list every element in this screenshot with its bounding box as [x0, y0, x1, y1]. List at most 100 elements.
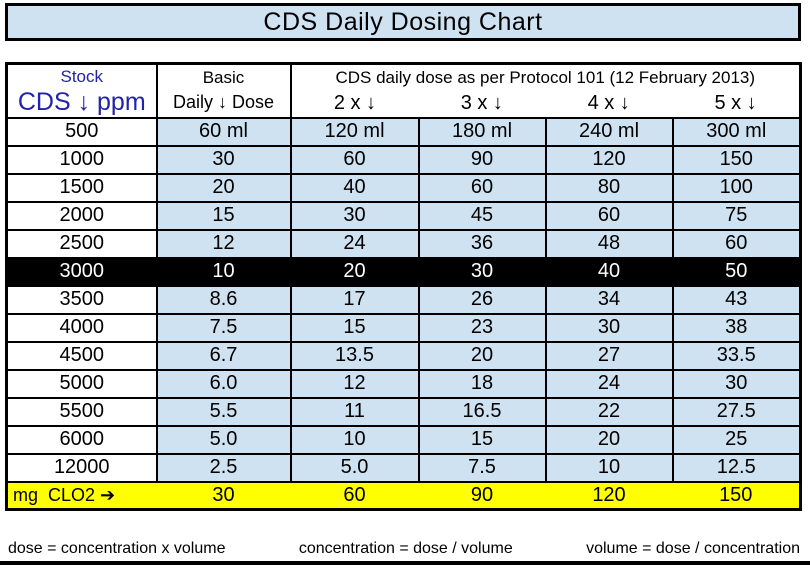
dose-cell: 60 — [417, 172, 547, 203]
protocol-column-header: CDS daily dose as per Protocol 101 (12 F… — [289, 62, 802, 119]
cds-ppm-label: CDS ↓ ppm — [17, 87, 146, 116]
table-row-highlighted: 3000 10 20 30 40 50 — [5, 256, 802, 287]
dose-cell: 12.5 — [671, 452, 802, 483]
dose-cell: 120 — [544, 144, 674, 175]
stock-cell: 5500 — [5, 396, 158, 427]
dose-cell: 25 — [671, 424, 802, 455]
dose-cell: 17 — [289, 284, 420, 315]
dose-cell: 30 — [544, 312, 674, 343]
dose-cell: 20 — [289, 256, 420, 287]
multiplier-labels: 2 x ↓ 3 x ↓ 4 x ↓ 5 x ↓ — [293, 90, 799, 116]
protocol-title: CDS daily dose as per Protocol 101 (12 F… — [335, 67, 756, 87]
dose-cell: 15 — [417, 424, 547, 455]
dose-cell: 20 — [417, 340, 547, 371]
formula-concentration: concentration = dose / volume — [298, 540, 513, 557]
daily-dose-label: Daily ↓ Dose — [172, 91, 275, 112]
mg-clo2-label: mg CLO2 ➔ — [6, 480, 157, 511]
dose-cell: 6.7 — [155, 340, 292, 371]
formula-volume: volume = dose / concentration — [586, 540, 800, 557]
table-row: 1000 30 60 90 120 150 — [5, 144, 802, 175]
dose-cell: 13.5 — [289, 340, 420, 371]
table-row: 12000 2.5 5.0 7.5 10 12.5 — [5, 452, 802, 483]
dose-cell: 33.5 — [671, 340, 802, 371]
mg-clo2-row: mg CLO2 ➔ 30 60 90 120 150 — [6, 480, 801, 511]
dose-cell: 7.5 — [417, 452, 547, 483]
dose-cell: 90 — [417, 144, 547, 175]
dose-cell: 36 — [417, 228, 547, 259]
header-row: Stock CDS ↓ ppm Basic Daily ↓ Dose CDS d… — [5, 62, 802, 119]
dose-cell: 27 — [544, 340, 674, 371]
dose-cell: 10 — [155, 256, 292, 287]
dose-cell: 12 — [155, 228, 292, 259]
dose-cell: 80 — [544, 172, 674, 203]
dose-cell: 48 — [544, 228, 674, 259]
dose-cell: 23 — [417, 312, 547, 343]
table-row: 2000 15 30 45 60 75 — [5, 200, 802, 231]
mg-clo2-cell: 150 — [672, 480, 801, 511]
dose-cell: 5.0 — [155, 424, 292, 455]
bottom-border-line — [0, 561, 810, 565]
dose-cell: 45 — [417, 200, 547, 231]
multiplier-2x: 2 x ↓ — [333, 91, 377, 114]
stock-cell: 5000 — [5, 368, 158, 399]
table-row: 4500 6.7 13.5 20 27 33.5 — [5, 340, 802, 371]
dose-cell: 8.6 — [155, 284, 292, 315]
dose-cell: 30 — [417, 256, 547, 287]
dose-cell: 34 — [544, 284, 674, 315]
dose-cell: 6.0 — [155, 368, 292, 399]
stock-cell: 2500 — [5, 228, 158, 259]
table-row: 1500 20 40 60 80 100 — [5, 172, 802, 203]
table-row: 6000 5.0 10 15 20 25 — [5, 424, 802, 455]
table-row: 4000 7.5 15 23 30 38 — [5, 312, 802, 343]
basic-label: Basic — [202, 67, 245, 87]
dose-cell: 75 — [671, 200, 802, 231]
dose-cell: 24 — [544, 368, 674, 399]
table-row: 2500 12 24 36 48 60 — [5, 228, 802, 259]
stock-cell: 2000 — [5, 200, 158, 231]
dose-cell: 10 — [289, 424, 420, 455]
table-row: 3500 8.6 17 26 34 43 — [5, 284, 802, 315]
dose-cell: 300 ml — [671, 116, 802, 147]
dose-cell: 40 — [544, 256, 674, 287]
dose-cell: 30 — [671, 368, 802, 399]
dose-cell: 38 — [671, 312, 802, 343]
dose-cell: 5.0 — [289, 452, 420, 483]
dose-cell: 240 ml — [544, 116, 674, 147]
basic-dose-column-header: Basic Daily ↓ Dose — [155, 62, 292, 119]
stock-cell: 500 — [5, 116, 158, 147]
table-row: 5000 6.0 12 18 24 30 — [5, 368, 802, 399]
table-row: 5500 5.5 11 16.5 22 27.5 — [5, 396, 802, 427]
dose-cell: 12 — [289, 368, 420, 399]
dose-cell: 11 — [289, 396, 420, 427]
dose-cell: 60 — [671, 228, 802, 259]
dose-cell: 7.5 — [155, 312, 292, 343]
formula-dose: dose = concentration x volume — [8, 540, 226, 557]
multiplier-5x: 5 x ↓ — [714, 91, 757, 114]
dose-cell: 60 ml — [155, 116, 292, 147]
dose-cell: 30 — [289, 200, 420, 231]
mg-clo2-cell: 120 — [545, 480, 673, 511]
dose-cell: 16.5 — [417, 396, 547, 427]
mg-clo2-cell: 90 — [418, 480, 546, 511]
mg-clo2-cell: 60 — [290, 480, 419, 511]
stock-cell: 6000 — [5, 424, 158, 455]
stock-cell: 4500 — [5, 340, 158, 371]
dose-cell: 5.5 — [155, 396, 292, 427]
stock-cell: 3000 — [5, 256, 158, 287]
dose-cell: 150 — [671, 144, 802, 175]
multiplier-4x: 4 x ↓ — [587, 91, 630, 114]
dose-cell: 60 — [544, 200, 674, 231]
page-title: CDS Daily Dosing Chart — [263, 7, 543, 36]
stock-column-header: Stock CDS ↓ ppm — [5, 62, 158, 119]
dose-cell: 27.5 — [671, 396, 802, 427]
stock-cell: 4000 — [5, 312, 158, 343]
dose-cell: 40 — [289, 172, 420, 203]
dose-cell: 15 — [289, 312, 420, 343]
chart-title-box: CDS Daily Dosing Chart — [5, 3, 801, 41]
dose-cell: 30 — [155, 144, 292, 175]
dose-cell: 60 — [289, 144, 420, 175]
stock-cell: 12000 — [5, 452, 158, 483]
dosing-table: Stock CDS ↓ ppm Basic Daily ↓ Dose CDS d… — [5, 62, 802, 511]
dose-cell: 20 — [155, 172, 292, 203]
